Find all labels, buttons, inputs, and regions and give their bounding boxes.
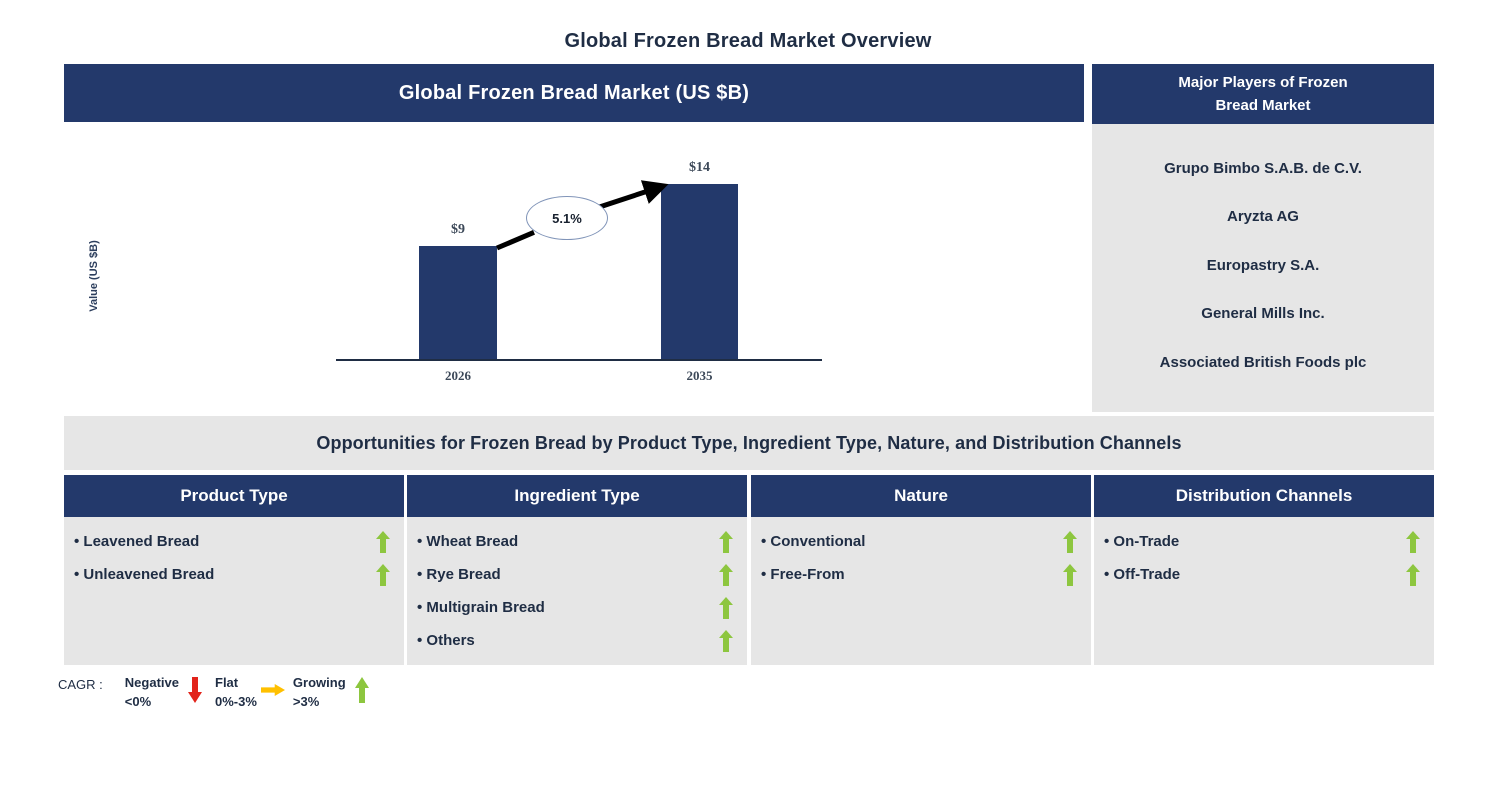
column-body-nature: • Conventional • Free-From [751, 517, 1091, 665]
column-distribution-channels: Distribution Channels • On-Trade • Off-T… [1094, 475, 1434, 665]
yellow-right-arrow-icon [260, 674, 285, 706]
major-players-list: Grupo Bimbo S.A.B. de C.V. Aryzta AG Eur… [1092, 124, 1434, 412]
bar-chart-plot: Value (US $B) $9 $14 2026 2035 5.1% [64, 122, 1084, 465]
list-item: Aryzta AG [1227, 208, 1299, 225]
bar-2026 [419, 246, 497, 359]
legend-growing-range: >3% [292, 693, 320, 709]
list-item-label: • Wheat Bread [417, 533, 519, 550]
list-item-label: • Rye Bread [417, 566, 501, 583]
column-body-ingredient-type: • Wheat Bread • Rye Bread • Multigrain B… [407, 517, 747, 665]
growing-up-arrow-icon [719, 596, 733, 619]
cagr-value: 5.1% [552, 210, 582, 226]
opportunities-banner-text: Opportunities for Frozen Bread by Produc… [316, 432, 1182, 453]
list-item: • Conventional [751, 525, 1091, 558]
list-item-label: • Multigrain Bread [417, 599, 545, 616]
list-item: General Mills Inc. [1201, 305, 1325, 322]
chart-title: Global Frozen Bread Market (US $B) [398, 81, 750, 104]
legend-item-negative-text: Negative <0% [125, 674, 179, 712]
legend-item-growing-text: Growing >3% [293, 674, 346, 712]
list-item: • Free-From [751, 558, 1091, 591]
list-item-label: • Leavened Bread [74, 533, 200, 550]
legend-negative-range: <0% [124, 693, 152, 709]
growing-up-arrow-icon [1406, 563, 1420, 586]
cagr-bubble: 5.1% [526, 196, 608, 241]
cagr-legend: CAGR : Negative <0% Flat 0%-3% Growing >… [58, 674, 538, 720]
column-product-type: Product Type • Leavened Bread • Unleaven… [64, 475, 404, 665]
column-header-product-type: Product Type [64, 475, 404, 517]
legend-growing-name: Growing [292, 675, 346, 690]
growth-arrow-icon [496, 180, 669, 251]
list-item: • Rye Bread [407, 558, 747, 591]
legend-flat-name: Flat [215, 675, 239, 690]
legend-negative-name: Negative [124, 675, 179, 690]
bar-value-2035: $14 [689, 160, 710, 175]
page-title: Global Frozen Bread Market Overview [564, 30, 932, 52]
cagr-legend-label: CAGR : [58, 677, 103, 692]
major-players-title: Major Players of Frozen Bread Market [1178, 71, 1347, 118]
growing-up-arrow-icon [1063, 530, 1077, 553]
bar-2035 [661, 184, 738, 359]
growing-up-arrow-icon [1063, 563, 1077, 586]
list-item: Europastry S.A. [1206, 256, 1320, 274]
list-item: Associated British Foods plc [1159, 353, 1367, 371]
list-item: • Others [407, 624, 747, 657]
list-item: • Off-Trade [1094, 558, 1434, 591]
list-item-label: • On-Trade [1104, 533, 1180, 550]
column-header-label: Ingredient Type [514, 486, 640, 505]
column-header-label: Product Type [180, 486, 288, 505]
green-up-arrow-icon [350, 674, 374, 706]
list-item: • On-Trade [1094, 525, 1434, 558]
legend-item-flat-text: Flat 0%-3% [215, 674, 257, 712]
major-players-card: Major Players of Frozen Bread Market Gru… [1092, 64, 1434, 412]
column-header-label: Nature [894, 486, 948, 505]
list-item-label: • Free-From [761, 566, 845, 583]
growing-up-arrow-icon [1406, 530, 1420, 553]
legend-flat-range: 0%-3% [215, 693, 257, 709]
y-axis-label: Value (US $B) [88, 240, 100, 312]
chart-header-bar: Global Frozen Bread Market (US $B) [64, 64, 1084, 122]
x-tick-2035: 2035 [686, 368, 713, 383]
column-body-distribution-channels: • On-Trade • Off-Trade [1094, 517, 1434, 665]
growing-up-arrow-icon [376, 530, 390, 553]
legend-item-negative: Negative <0% [125, 674, 211, 712]
list-item: • Wheat Bread [407, 525, 747, 558]
list-item-label: • Others [417, 632, 475, 649]
list-item: • Multigrain Bread [407, 591, 747, 624]
column-header-nature: Nature [751, 475, 1091, 517]
list-item: • Leavened Bread [64, 525, 404, 558]
growing-up-arrow-icon [719, 530, 733, 553]
x-axis-line [336, 359, 822, 361]
list-item: • Unleavened Bread [64, 558, 404, 591]
list-item-label: • Unleavened Bread [74, 566, 215, 583]
growing-up-arrow-icon [719, 563, 733, 586]
legend-item-flat: Flat 0%-3% [215, 674, 289, 712]
list-item-label: • Conventional [761, 533, 866, 550]
major-players-title-line2: Bread Market [1215, 97, 1311, 114]
list-item: Grupo Bimbo S.A.B. de C.V. [1164, 159, 1362, 177]
major-players-title-line1: Major Players of Frozen [1178, 73, 1348, 91]
column-body-product-type: • Leavened Bread • Unleavened Bread [64, 517, 404, 665]
market-chart-card: Global Frozen Bread Market (US $B) Value… [64, 64, 1084, 465]
column-ingredient-type: Ingredient Type • Wheat Bread • Rye Brea… [407, 475, 747, 665]
list-item-label: • Off-Trade [1104, 566, 1181, 583]
column-header-ingredient-type: Ingredient Type [407, 475, 747, 517]
opportunity-columns: Product Type • Leavened Bread • Unleaven… [64, 475, 1434, 665]
growing-up-arrow-icon [376, 563, 390, 586]
column-nature: Nature • Conventional • Free-From [751, 475, 1091, 665]
legend-item-growing: Growing >3% [293, 674, 378, 712]
column-header-distribution-channels: Distribution Channels [1094, 475, 1434, 517]
column-header-label: Distribution Channels [1175, 486, 1353, 505]
growing-up-arrow-icon [719, 629, 733, 652]
opportunities-banner: Opportunities for Frozen Bread by Produc… [64, 416, 1434, 470]
bar-value-2026: $9 [451, 222, 465, 237]
x-tick-2026: 2026 [445, 368, 471, 383]
red-down-arrow-icon [183, 674, 207, 706]
major-players-header: Major Players of Frozen Bread Market [1092, 64, 1434, 124]
